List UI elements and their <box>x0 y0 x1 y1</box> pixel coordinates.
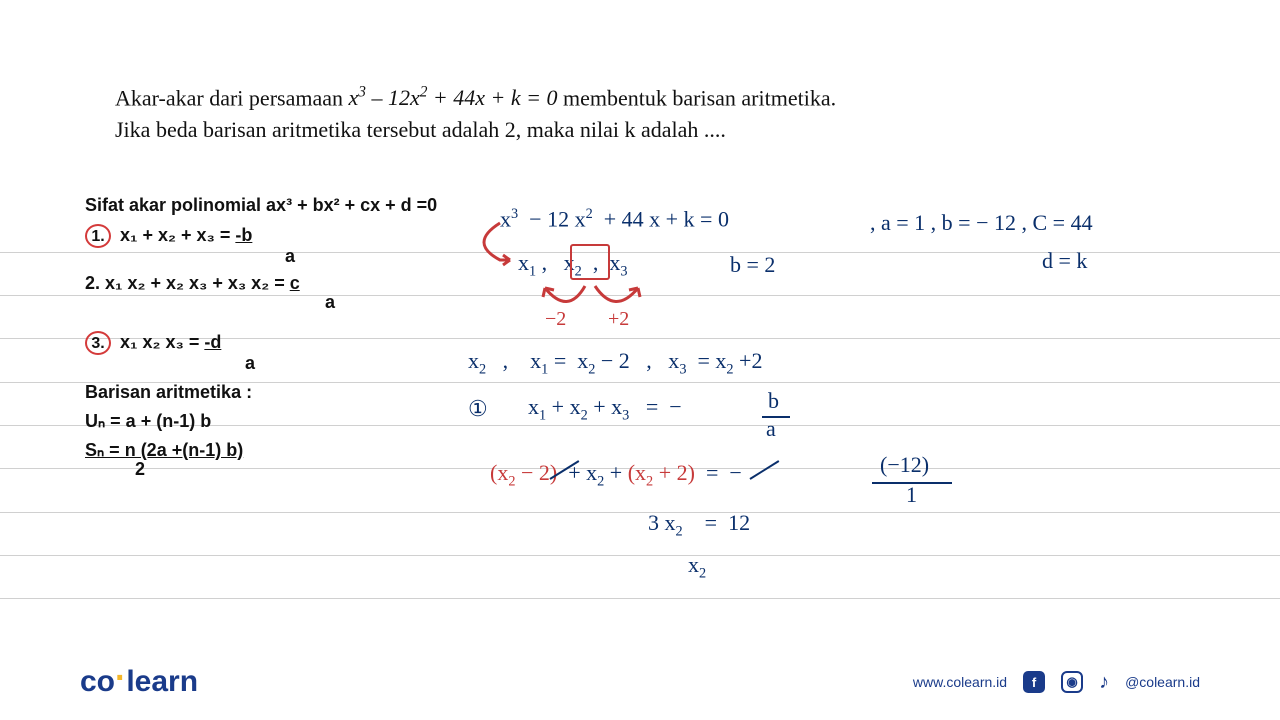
instagram-icon: ◉ <box>1061 671 1083 693</box>
hw-x2: x2 <box>688 552 706 582</box>
ruled-line <box>0 598 1280 599</box>
vieta-3: 3. x₁ x₂ x₃ = -d <box>85 331 445 355</box>
footer-handle: @colearn.id <box>1125 674 1200 690</box>
facebook-icon: f <box>1023 671 1045 693</box>
hw-b2: b = 2 <box>730 252 775 278</box>
hw-sum-a: a <box>766 416 776 442</box>
hw-minus2: −2 <box>545 308 566 331</box>
logo: co·learn <box>80 665 198 699</box>
hw-coefs: , a = 1 , b = − 12 , C = 44 <box>870 210 1093 236</box>
red-arrows-icon <box>460 208 700 328</box>
notes-column: Sifat akar polinomial ax³ + bx² + cx + d… <box>85 195 445 480</box>
notes-title: Sifat akar polinomial ax³ + bx² + cx + d… <box>85 195 445 216</box>
red-circle-3-icon: 3. <box>85 331 111 355</box>
hw-expand-den: 1 <box>906 482 917 508</box>
logo-dot-icon: · <box>115 659 126 697</box>
page: Akar-akar dari persamaan x3 – 12x2 + 44x… <box>0 0 1280 720</box>
vieta-3-lhs: x₁ x₂ x₃ = <box>120 332 204 352</box>
hw-defs: x2 , x1 = x2 − 2 , x3 = x2 +2 <box>468 348 762 378</box>
footer-url: www.colearn.id <box>913 674 1007 690</box>
sn-formula: Sₙ = n (2a +(n-1) b) <box>85 440 445 461</box>
un-formula: Uₙ = a + (n-1) b <box>85 411 445 432</box>
strike-2 <box>749 460 779 480</box>
footer-right: www.colearn.id f ◉ ♪ @colearn.id <box>913 671 1200 694</box>
vieta-1-lhs: x₁ + x₂ + x₃ = <box>120 225 235 245</box>
vieta-3-den: a <box>245 353 445 374</box>
hw-plus2: +2 <box>608 308 629 331</box>
hw-sum: x1 + x2 + x3 = − <box>528 394 682 424</box>
hw-3x2: 3 x2 = 12 <box>648 510 750 540</box>
vieta-1-num: -b <box>235 225 252 245</box>
vieta-1: 1. x₁ + x₂ + x₃ = -b <box>85 224 445 248</box>
tiktok-icon: ♪ <box>1099 671 1109 694</box>
hw-expand-num: (−12) <box>880 452 929 478</box>
logo-co: co <box>80 665 115 698</box>
vieta-2-lhs: 2. x₁ x₂ + x₂ x₃ + x₃ x₂ = <box>85 273 290 293</box>
hw-step1-icon: ① <box>468 396 488 422</box>
problem-equation: x3 – 12x2 + 44x + k = 0 <box>348 85 557 110</box>
logo-learn: learn <box>126 665 198 698</box>
hw-sum-b: b <box>768 388 779 414</box>
problem-text: Akar-akar dari persamaan x3 – 12x2 + 44x… <box>115 82 836 146</box>
vieta-2-den: a <box>325 292 445 313</box>
vieta-1-den: a <box>285 246 445 267</box>
sn-den: 2 <box>135 459 445 480</box>
ruled-line <box>0 512 1280 513</box>
arith-title: Barisan aritmetika : <box>85 382 445 403</box>
problem-line1-a: Akar-akar dari persamaan <box>115 85 348 110</box>
vieta-3-num: -d <box>204 332 221 352</box>
problem-line2: Jika beda barisan aritmetika tersebut ad… <box>115 114 836 146</box>
vieta-2-num: c <box>290 273 300 293</box>
red-circle-1-icon: 1. <box>85 224 111 248</box>
sn-num: Sₙ = n (2a +(n-1) b) <box>85 440 243 460</box>
ruled-line <box>0 555 1280 556</box>
footer: co·learn www.colearn.id f ◉ ♪ @colearn.i… <box>0 662 1280 702</box>
vieta-2: 2. x₁ x₂ + x₂ x₃ + x₃ x₂ = c <box>85 273 445 294</box>
problem-line1-b: membentuk barisan aritmetika. <box>563 85 836 110</box>
hw-expand: (x2 − 2) + x2 + (x2 + 2) = − <box>490 460 742 490</box>
hw-d: d = k <box>1042 248 1087 274</box>
